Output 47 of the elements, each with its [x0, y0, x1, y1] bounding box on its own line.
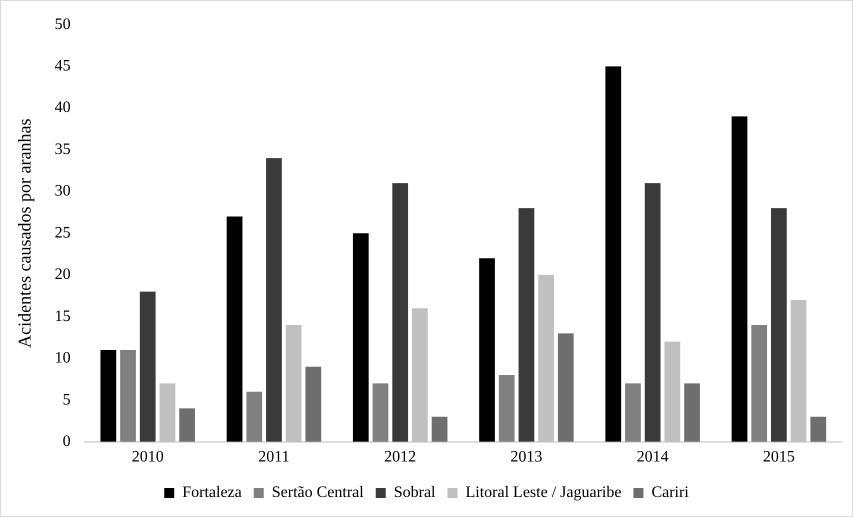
legend-label: Sertão Central: [272, 484, 364, 502]
bar: [372, 383, 388, 442]
bar: [140, 292, 156, 442]
y-axis-title: Acidentes causados por aranhas: [14, 118, 35, 348]
bar: [810, 416, 826, 442]
y-tick-label: 20: [54, 266, 71, 284]
bar: [120, 350, 136, 442]
y-tick-label: 35: [54, 140, 71, 158]
bar: [479, 258, 495, 442]
bar: [644, 183, 661, 442]
x-tick-label: 2010: [132, 448, 164, 466]
bar: [751, 324, 768, 442]
x-tick-label: 2015: [762, 448, 795, 466]
y-tick-label: 0: [62, 433, 71, 450]
y-tick-label: 45: [54, 58, 71, 75]
y-tick-label: 25: [54, 224, 71, 242]
bar: [305, 366, 322, 442]
legend-label: Cariri: [651, 484, 690, 502]
bar: [498, 375, 515, 442]
bar: [684, 383, 700, 442]
legend-label: Sobral: [394, 484, 436, 502]
bar: [100, 350, 116, 442]
y-tick-label: 40: [54, 99, 71, 116]
bar: [732, 116, 748, 442]
bar: [605, 66, 622, 442]
legend-label: Litoral Leste / Jaguaribe: [466, 484, 622, 502]
bar: [246, 392, 262, 442]
x-tick-label: 2012: [384, 448, 416, 466]
bar: [352, 233, 369, 442]
bar: [771, 208, 787, 442]
bar: [266, 158, 282, 442]
y-tick-label: 50: [54, 16, 71, 33]
y-tick-label: 10: [54, 350, 71, 367]
bar: [625, 383, 641, 442]
bar: [392, 183, 408, 442]
legend-label: Fortaleza: [182, 484, 242, 502]
x-tick-label: 2014: [636, 448, 669, 466]
bar: [518, 208, 534, 442]
bar: [558, 333, 574, 442]
y-tick-label: 15: [54, 308, 71, 325]
bar: [432, 416, 448, 442]
y-tick-label: 5: [62, 391, 71, 408]
x-tick-label: 2013: [510, 448, 542, 466]
x-tick-label: 2011: [258, 448, 290, 466]
bar: [179, 408, 195, 442]
y-tick-label: 30: [54, 182, 71, 200]
bar: [226, 216, 242, 442]
